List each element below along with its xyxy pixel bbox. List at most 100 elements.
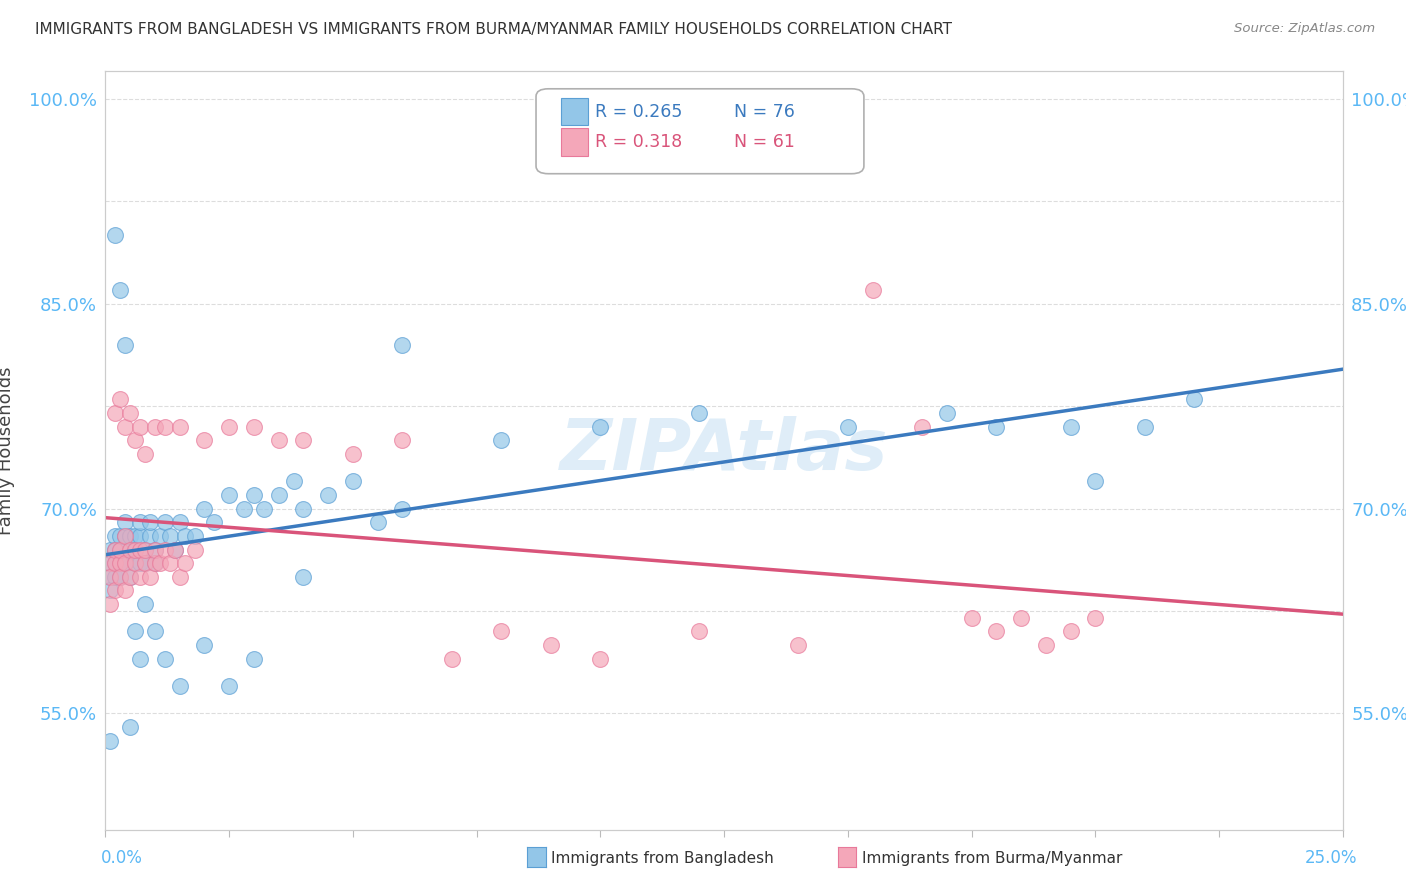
Point bbox=[267, 434, 290, 448]
Point bbox=[110, 556, 132, 570]
Point bbox=[253, 501, 276, 516]
Point bbox=[169, 419, 191, 434]
Point bbox=[129, 529, 152, 543]
Point bbox=[129, 515, 152, 529]
Point bbox=[114, 419, 136, 434]
Point bbox=[243, 652, 266, 666]
Point bbox=[114, 556, 136, 570]
Text: Immigrants from Bangladesh: Immigrants from Bangladesh bbox=[551, 851, 773, 865]
Point bbox=[960, 611, 983, 625]
Text: R = 0.265: R = 0.265 bbox=[595, 103, 683, 120]
Text: IMMIGRANTS FROM BANGLADESH VS IMMIGRANTS FROM BURMA/MYANMAR FAMILY HOUSEHOLDS CO: IMMIGRANTS FROM BANGLADESH VS IMMIGRANTS… bbox=[35, 22, 952, 37]
Point bbox=[120, 406, 142, 420]
Point bbox=[143, 542, 166, 557]
Point bbox=[100, 570, 122, 584]
Text: 25.0%: 25.0% bbox=[1305, 849, 1357, 867]
Point bbox=[173, 556, 195, 570]
Point bbox=[491, 434, 513, 448]
Point bbox=[342, 447, 364, 461]
Point bbox=[139, 529, 162, 543]
Point bbox=[129, 570, 152, 584]
Point bbox=[110, 542, 132, 557]
Point bbox=[589, 652, 612, 666]
Point bbox=[159, 556, 181, 570]
Point bbox=[218, 679, 240, 693]
Point bbox=[202, 515, 225, 529]
Point bbox=[100, 542, 122, 557]
Point bbox=[110, 392, 132, 407]
Point bbox=[104, 556, 127, 570]
Point bbox=[120, 570, 142, 584]
Point bbox=[104, 529, 127, 543]
Point bbox=[110, 570, 132, 584]
Point bbox=[110, 556, 132, 570]
Point bbox=[134, 542, 156, 557]
Point bbox=[120, 529, 142, 543]
Point bbox=[163, 542, 186, 557]
Point bbox=[283, 474, 305, 488]
Point bbox=[114, 515, 136, 529]
Point bbox=[139, 515, 162, 529]
Point bbox=[1059, 624, 1081, 639]
Point bbox=[837, 419, 859, 434]
Point bbox=[100, 556, 122, 570]
Point bbox=[316, 488, 339, 502]
Point bbox=[100, 733, 122, 747]
Point bbox=[153, 652, 176, 666]
Point bbox=[391, 337, 413, 351]
Point bbox=[391, 434, 413, 448]
Point bbox=[169, 570, 191, 584]
Point bbox=[163, 542, 186, 557]
Point bbox=[110, 283, 132, 297]
Point bbox=[120, 720, 142, 734]
Point bbox=[104, 406, 127, 420]
Point bbox=[104, 570, 127, 584]
Point bbox=[100, 583, 122, 598]
Point bbox=[110, 529, 132, 543]
Bar bbox=[561, 128, 588, 155]
Point bbox=[143, 624, 166, 639]
Point bbox=[124, 542, 146, 557]
Point bbox=[233, 501, 256, 516]
Point bbox=[124, 542, 146, 557]
Text: 0.0%: 0.0% bbox=[101, 849, 143, 867]
Point bbox=[149, 556, 172, 570]
Point bbox=[986, 624, 1008, 639]
Point bbox=[267, 488, 290, 502]
Point bbox=[540, 638, 562, 652]
Point bbox=[104, 542, 127, 557]
Point bbox=[143, 419, 166, 434]
Point bbox=[169, 679, 191, 693]
Point bbox=[143, 542, 166, 557]
Point bbox=[129, 542, 152, 557]
Point bbox=[218, 419, 240, 434]
Point bbox=[391, 501, 413, 516]
Point bbox=[120, 542, 142, 557]
Point bbox=[100, 597, 122, 611]
Point bbox=[134, 597, 156, 611]
Point bbox=[173, 529, 195, 543]
Point bbox=[104, 556, 127, 570]
Point bbox=[292, 501, 315, 516]
Point bbox=[1059, 419, 1081, 434]
Point bbox=[688, 406, 710, 420]
Point bbox=[1182, 392, 1205, 407]
Bar bbox=[561, 98, 588, 125]
Text: Immigrants from Burma/Myanmar: Immigrants from Burma/Myanmar bbox=[862, 851, 1122, 865]
Point bbox=[1133, 419, 1156, 434]
Point bbox=[183, 529, 205, 543]
Point bbox=[183, 542, 205, 557]
Point bbox=[129, 652, 152, 666]
Point bbox=[114, 583, 136, 598]
Point bbox=[367, 515, 389, 529]
Text: Source: ZipAtlas.com: Source: ZipAtlas.com bbox=[1234, 22, 1375, 36]
Point bbox=[143, 556, 166, 570]
Point bbox=[911, 419, 934, 434]
Point bbox=[100, 556, 122, 570]
Point bbox=[292, 570, 315, 584]
Point bbox=[342, 474, 364, 488]
Text: N = 76: N = 76 bbox=[734, 103, 794, 120]
Point bbox=[153, 515, 176, 529]
Point bbox=[129, 556, 152, 570]
Point bbox=[159, 529, 181, 543]
